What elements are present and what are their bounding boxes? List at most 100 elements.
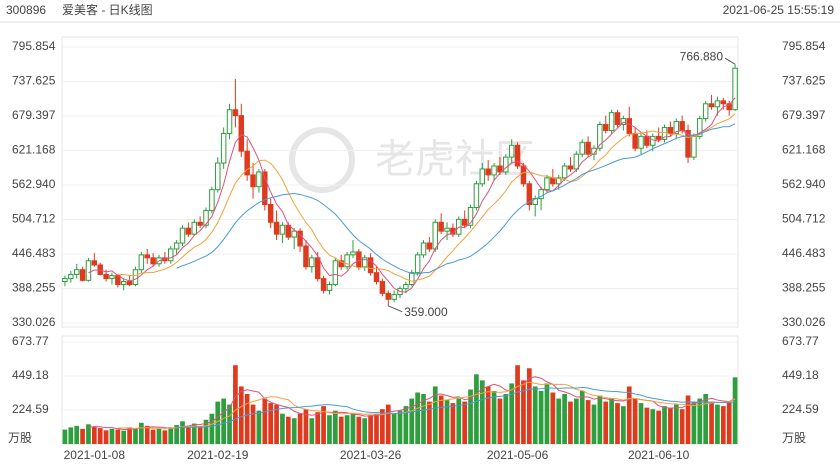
volume-bar bbox=[356, 416, 362, 444]
candle-body bbox=[714, 100, 721, 108]
volume-bar bbox=[662, 406, 667, 444]
volume-bar bbox=[427, 401, 432, 444]
volume-bar bbox=[86, 424, 91, 444]
volume-bar bbox=[679, 409, 685, 444]
volume-bar bbox=[491, 390, 497, 444]
x-tick-label: 2021-06-10 bbox=[628, 448, 690, 462]
candle-body bbox=[461, 218, 468, 226]
candle-body bbox=[544, 177, 550, 191]
candle-body bbox=[85, 260, 92, 281]
volume-bar bbox=[203, 419, 209, 444]
y-tick-label: 388.255 bbox=[12, 281, 56, 295]
candle-body bbox=[356, 251, 362, 268]
candle-body bbox=[326, 284, 333, 291]
y-tick-label: 504.712 bbox=[12, 212, 56, 226]
candle-body bbox=[426, 242, 433, 250]
volume-bar bbox=[720, 406, 726, 444]
volume-bar bbox=[626, 386, 632, 444]
candle-body bbox=[232, 109, 239, 117]
volume-bar bbox=[180, 421, 185, 444]
candle-body bbox=[79, 269, 86, 281]
ma-line bbox=[88, 97, 736, 293]
ma-line bbox=[176, 123, 736, 275]
candle-body bbox=[508, 144, 515, 158]
volume-bar bbox=[421, 394, 426, 444]
volume-bar bbox=[509, 383, 515, 444]
volume-bar bbox=[97, 428, 103, 444]
chart-title: 爱美客 - 日K线图 bbox=[62, 2, 153, 17]
volume-bar bbox=[450, 403, 456, 444]
candle-body bbox=[173, 242, 180, 250]
volume-bar bbox=[532, 386, 538, 444]
volume-bar bbox=[150, 429, 156, 444]
candle-body bbox=[679, 121, 685, 131]
candle-body bbox=[109, 275, 115, 280]
candle-body bbox=[573, 153, 580, 170]
candle-body bbox=[638, 135, 644, 149]
candle-body bbox=[379, 281, 386, 294]
volume-bar bbox=[274, 404, 279, 444]
candle-body bbox=[150, 257, 156, 265]
watermark-logo bbox=[289, 127, 355, 193]
volume-tick-label: 449.18 bbox=[782, 368, 819, 382]
candle-body bbox=[350, 251, 356, 256]
candle-body bbox=[220, 132, 227, 164]
candle-body bbox=[262, 171, 268, 206]
volume-bar bbox=[562, 394, 567, 444]
volume-bar bbox=[403, 406, 409, 444]
volume-bar bbox=[327, 415, 332, 444]
y-tick-label: 388.255 bbox=[782, 281, 826, 295]
volume-bar bbox=[303, 409, 309, 444]
candle-body bbox=[344, 254, 350, 268]
volume-bar bbox=[344, 415, 350, 444]
candle-body bbox=[555, 177, 562, 185]
candle-body bbox=[320, 278, 327, 291]
x-tick-label: 2021-02-19 bbox=[187, 448, 249, 462]
volume-bar bbox=[103, 430, 109, 444]
volume-bar bbox=[462, 401, 468, 444]
volume-bar bbox=[391, 413, 397, 444]
volume-bar bbox=[479, 380, 485, 444]
volume-bar bbox=[609, 398, 614, 444]
candle-body bbox=[209, 189, 215, 211]
candle-body bbox=[238, 115, 245, 152]
volume-bar bbox=[526, 368, 532, 444]
volume-bar bbox=[556, 398, 562, 444]
volume-bar bbox=[444, 400, 450, 444]
volume-tick-label: 449.18 bbox=[12, 368, 49, 382]
volume-bar bbox=[268, 403, 274, 444]
candle-body bbox=[68, 273, 74, 280]
x-tick-label: 2021-01-08 bbox=[64, 448, 126, 462]
volume-bar bbox=[603, 401, 609, 444]
candle-body bbox=[338, 260, 344, 268]
candle-body bbox=[250, 174, 256, 188]
candle-body bbox=[702, 103, 709, 120]
volume-bar bbox=[668, 407, 673, 444]
annotation-leader bbox=[724, 57, 736, 65]
candle-body bbox=[720, 100, 727, 105]
candle-body bbox=[403, 284, 409, 290]
candle-body bbox=[191, 221, 197, 235]
y-tick-label: 562.940 bbox=[782, 177, 826, 191]
candle-body bbox=[491, 165, 497, 176]
candle-body bbox=[467, 206, 474, 226]
candle-body bbox=[215, 162, 221, 191]
volume-bar bbox=[579, 390, 585, 444]
watermark: 老虎社区 bbox=[375, 138, 535, 182]
candle-body bbox=[367, 257, 374, 274]
volume-bar bbox=[385, 404, 391, 444]
candle-body bbox=[373, 272, 380, 283]
volume-bar bbox=[656, 410, 661, 444]
candle-body bbox=[244, 150, 250, 176]
candle-body bbox=[591, 147, 597, 155]
volume-unit: 万股 bbox=[782, 431, 806, 445]
volume-bar bbox=[615, 403, 620, 444]
candle-body bbox=[103, 273, 109, 280]
candle-body bbox=[179, 227, 186, 244]
volume-bar bbox=[374, 413, 379, 444]
volume-bar bbox=[638, 403, 644, 444]
candle-body bbox=[414, 254, 421, 274]
candle-body bbox=[626, 118, 632, 134]
volume-bar bbox=[715, 404, 720, 444]
candle-body bbox=[503, 156, 509, 173]
